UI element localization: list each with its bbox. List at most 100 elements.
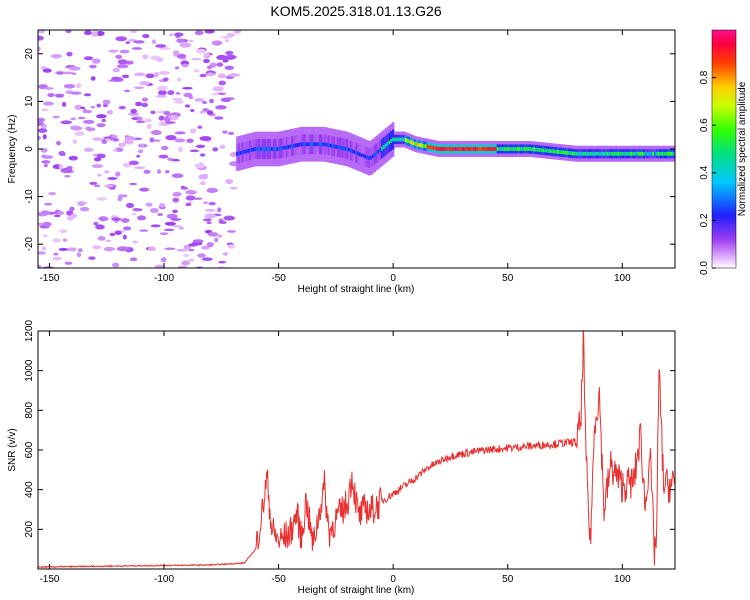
snr-y-ticks: 200 400 600 800 1000 1200 xyxy=(24,319,675,538)
noise-blob xyxy=(228,73,240,77)
noise-blob xyxy=(38,264,42,268)
spectrogram-y-ticks: -20 -10 0 10 20 xyxy=(24,48,675,251)
noise-blob xyxy=(96,103,102,108)
ridge-core-cell xyxy=(628,151,631,156)
noise-blob xyxy=(107,177,118,180)
ridge-core-cell xyxy=(468,147,472,151)
noise-blob xyxy=(60,120,73,125)
ridge-core-cell xyxy=(595,151,598,156)
noise-blob xyxy=(52,115,61,119)
noise-blob xyxy=(68,155,78,161)
snr-x-tick-label: 100 xyxy=(614,574,631,585)
ridge-core-cell xyxy=(292,143,296,148)
noise-blob xyxy=(206,65,212,70)
ridge-core-cell xyxy=(421,143,424,148)
noise-blob xyxy=(203,52,210,58)
noise-blob xyxy=(50,53,62,59)
noise-blob xyxy=(117,196,123,202)
noise-blob xyxy=(105,239,112,243)
ridge-core-cell xyxy=(357,151,360,156)
ridge-core-cell xyxy=(432,145,435,150)
noise-blob xyxy=(173,225,183,228)
noise-blob xyxy=(219,144,226,150)
noise-blob xyxy=(229,152,239,158)
noise-blob xyxy=(190,109,195,112)
noise-blob xyxy=(122,162,132,168)
ridge-core-cell xyxy=(338,145,342,150)
ridge-core-cell xyxy=(650,151,653,156)
noise-blob xyxy=(197,125,203,129)
ridge-core-cell xyxy=(351,149,355,154)
noise-blob xyxy=(42,234,48,237)
ridge-core-cell xyxy=(630,151,633,156)
ridge-core-cell xyxy=(666,151,670,156)
ridge-core-cell xyxy=(298,142,301,147)
ridge-core-cell xyxy=(665,151,668,156)
ridge-core-cell xyxy=(426,144,430,149)
noise-blob xyxy=(174,99,184,104)
ridge-core-cell xyxy=(461,147,465,151)
snr-y-tick-label: 400 xyxy=(24,481,35,498)
noise-blob xyxy=(208,201,216,206)
ridge-core-cell xyxy=(371,154,375,159)
noise-blob xyxy=(96,114,107,119)
noise-blob xyxy=(134,86,145,90)
noise-blob xyxy=(134,72,146,77)
noise-blob xyxy=(133,166,146,169)
noise-blob xyxy=(69,91,82,95)
noise-blob xyxy=(104,184,114,188)
ridge-core-cell xyxy=(670,151,673,156)
ridge-core-cell xyxy=(313,142,316,147)
ridge-core-cell xyxy=(611,151,615,156)
noise-blob xyxy=(222,59,229,63)
noise-blob xyxy=(123,139,134,145)
noise-blob xyxy=(164,221,176,226)
ridge-core-cell xyxy=(615,151,618,156)
noise-blob xyxy=(125,202,135,209)
ridge-core-cell xyxy=(481,147,485,151)
ridge-core-cell xyxy=(564,150,567,155)
ridge-core-cell xyxy=(379,148,382,153)
colorbar-tick-label: 0.0 xyxy=(699,261,710,275)
noise-blob xyxy=(112,67,120,73)
snr-x-tick-label: -50 xyxy=(271,574,286,585)
ridge-core-cell xyxy=(445,147,448,151)
noise-blob xyxy=(158,71,170,75)
noise-blob xyxy=(186,138,194,144)
noise-blob xyxy=(136,154,141,158)
ridge-core-cell xyxy=(584,151,587,156)
noise-blob xyxy=(218,80,226,86)
noise-blob xyxy=(111,262,120,268)
noise-blob xyxy=(70,117,76,121)
noise-blob xyxy=(93,221,99,226)
ridge-core-cell xyxy=(314,142,318,147)
ridge-core-cell xyxy=(582,151,586,156)
noise-blob xyxy=(214,237,219,243)
ridge-core-cell xyxy=(467,147,470,151)
noise-blob xyxy=(103,170,110,174)
spectrogram-x-ticks: -150 -100 -50 0 50 100 xyxy=(39,30,631,284)
ridge-core-cell xyxy=(619,151,622,156)
noise-blob xyxy=(165,135,177,141)
noise-blob xyxy=(150,224,161,228)
noise-blob xyxy=(141,97,149,102)
noise-blob xyxy=(115,171,121,177)
ridge-core-cell xyxy=(500,147,503,151)
ridge-core-cell xyxy=(580,151,584,156)
ridge-core-cell xyxy=(256,147,259,151)
ridge-core-cell xyxy=(274,147,278,151)
noise-blob xyxy=(111,76,121,81)
noise-blob xyxy=(89,64,97,69)
ridge-core-cell xyxy=(516,147,520,151)
ridge-core-cell xyxy=(320,142,323,147)
noise-blob xyxy=(165,121,176,124)
noise-blob xyxy=(125,41,130,45)
ridge-core-cell xyxy=(633,151,637,156)
noise-blob xyxy=(207,232,219,237)
snr-x-ticks: -150 -100 -50 0 50 100 xyxy=(39,331,631,585)
ridge-core-cell xyxy=(377,149,380,154)
noise-blob xyxy=(199,73,207,78)
noise-blob xyxy=(224,39,230,43)
ridge-core-cell xyxy=(247,149,250,153)
ridge-core-cell xyxy=(397,137,400,142)
